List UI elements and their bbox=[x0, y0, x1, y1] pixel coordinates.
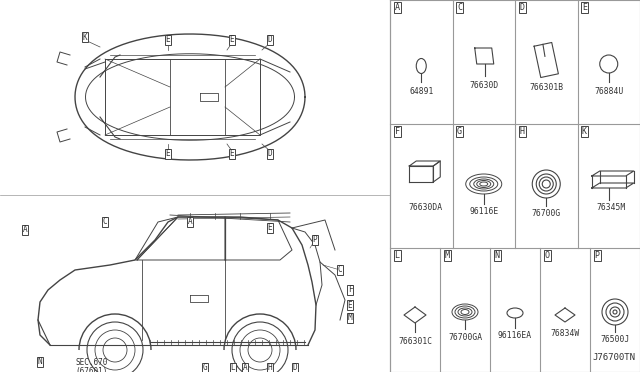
Text: E: E bbox=[166, 150, 170, 158]
Text: 96116EA: 96116EA bbox=[498, 331, 532, 340]
Text: H: H bbox=[268, 363, 272, 372]
Text: 76345M: 76345M bbox=[596, 203, 625, 212]
Text: G: G bbox=[457, 126, 462, 135]
Text: (67601): (67601) bbox=[75, 367, 108, 372]
Text: P: P bbox=[313, 235, 317, 244]
Text: O: O bbox=[545, 250, 550, 260]
Text: F: F bbox=[394, 126, 399, 135]
Text: 76630DA: 76630DA bbox=[408, 203, 442, 212]
Text: K: K bbox=[83, 32, 87, 42]
Text: E: E bbox=[348, 301, 352, 310]
Text: H: H bbox=[520, 126, 525, 135]
Text: 76834W: 76834W bbox=[550, 328, 580, 337]
Text: D: D bbox=[292, 363, 298, 372]
Text: N: N bbox=[495, 250, 499, 260]
Text: L: L bbox=[230, 363, 236, 372]
Text: D: D bbox=[268, 35, 272, 45]
Text: E: E bbox=[268, 224, 272, 232]
Text: J76700TN: J76700TN bbox=[592, 353, 635, 362]
Text: P: P bbox=[595, 250, 600, 260]
Text: 76700G: 76700G bbox=[532, 209, 561, 218]
Text: C: C bbox=[338, 266, 342, 275]
Text: A: A bbox=[243, 363, 247, 372]
Text: K: K bbox=[582, 126, 587, 135]
Text: M: M bbox=[445, 250, 449, 260]
Text: 96116E: 96116E bbox=[469, 208, 499, 217]
Text: 76500J: 76500J bbox=[600, 336, 630, 344]
Text: D: D bbox=[268, 150, 272, 158]
Text: C: C bbox=[102, 218, 108, 227]
Text: F: F bbox=[348, 285, 352, 295]
Text: M: M bbox=[348, 314, 352, 323]
Text: 64891: 64891 bbox=[409, 87, 433, 96]
Text: E: E bbox=[230, 35, 234, 45]
Text: SEC.670: SEC.670 bbox=[75, 358, 108, 367]
Text: E: E bbox=[230, 150, 234, 158]
Text: D: D bbox=[520, 3, 525, 12]
Text: 766301C: 766301C bbox=[398, 337, 432, 346]
Text: E: E bbox=[166, 35, 170, 45]
Text: N: N bbox=[38, 357, 42, 366]
Text: L: L bbox=[394, 250, 399, 260]
Text: 76884U: 76884U bbox=[594, 87, 623, 96]
Text: 766301B: 766301B bbox=[529, 83, 563, 93]
Text: G: G bbox=[203, 363, 207, 372]
Text: A: A bbox=[22, 225, 28, 234]
Text: E: E bbox=[582, 3, 587, 12]
Text: 76630D: 76630D bbox=[469, 80, 499, 90]
Text: 76700GA: 76700GA bbox=[448, 333, 482, 341]
Text: C: C bbox=[457, 3, 462, 12]
Text: A: A bbox=[188, 218, 192, 227]
Text: A: A bbox=[394, 3, 399, 12]
